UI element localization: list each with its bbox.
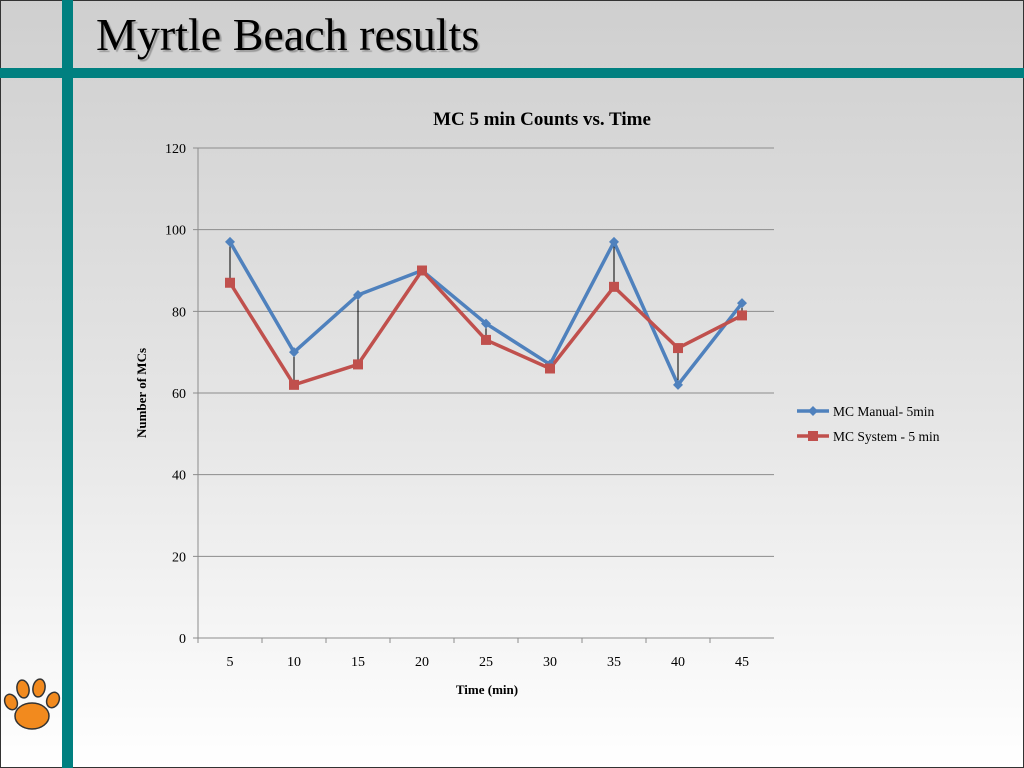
x-tick-label: 15: [351, 655, 365, 670]
chart-legend: MC Manual- 5min MC System - 5 min: [797, 404, 940, 444]
data-point-series-2: [289, 379, 299, 390]
accent-vertical-bar: [62, 0, 73, 768]
y-tick-label: 120: [165, 142, 186, 157]
x-tick-label: 10: [287, 655, 301, 670]
data-point-series-2: [609, 281, 619, 292]
y-tick-label: 0: [179, 632, 186, 647]
y-axis-tick-labels: 0 20 40 60 80 100 120: [165, 142, 186, 647]
x-tick-label: 20: [415, 655, 429, 670]
x-tick-label: 35: [607, 655, 621, 670]
legend-label: MC Manual- 5min: [833, 404, 934, 419]
data-point-series-2: [545, 363, 555, 374]
data-point-series-1: [353, 290, 363, 300]
data-point-series-1: [673, 379, 683, 390]
axes: [197, 148, 774, 643]
data-point-series-2: [673, 343, 683, 354]
legend-marker: [808, 406, 818, 416]
y-tick-label: 60: [172, 387, 186, 402]
series-lines: [228, 240, 744, 387]
slide-title: Myrtle Beach results: [96, 9, 480, 60]
tiger-paw-icon: [3, 678, 61, 730]
gridlines: [193, 147, 774, 639]
x-tick-label: 45: [735, 655, 749, 670]
y-tick-label: 100: [165, 224, 186, 239]
y-axis-label: Number of MCs: [134, 348, 149, 438]
data-point-series-1: [609, 236, 619, 247]
difference-lines: [229, 241, 743, 385]
x-axis-label: Time (min): [456, 682, 518, 697]
data-point-series-2: [353, 359, 363, 370]
data-point-series-2: [417, 265, 427, 276]
x-axis-tick-labels: 5 10 15 20 25 30 35 40 45: [227, 655, 750, 670]
data-point-series-2: [225, 277, 235, 288]
data-point-series-2: [481, 334, 491, 345]
legend-marker: [808, 431, 818, 441]
data-point-series-1: [481, 318, 491, 329]
accent-horizontal-bar: [0, 68, 1024, 78]
legend-label: MC System - 5 min: [833, 429, 940, 444]
data-point-series-1: [289, 347, 299, 358]
data-point-series-1: [225, 236, 235, 247]
series-markers: [225, 236, 747, 390]
x-tick-label: 40: [671, 655, 685, 670]
x-tick-label: 5: [227, 655, 234, 670]
data-point-series-2: [737, 310, 747, 321]
y-tick-label: 20: [172, 550, 186, 565]
y-tick-label: 80: [172, 305, 186, 320]
y-tick-label: 40: [172, 469, 186, 484]
chart-title: MC 5 min Counts vs. Time: [433, 109, 651, 130]
series-line-1: [228, 240, 744, 387]
x-tick-label: 25: [479, 655, 493, 670]
x-tick-label: 30: [543, 655, 557, 670]
data-point-series-1: [737, 298, 747, 309]
